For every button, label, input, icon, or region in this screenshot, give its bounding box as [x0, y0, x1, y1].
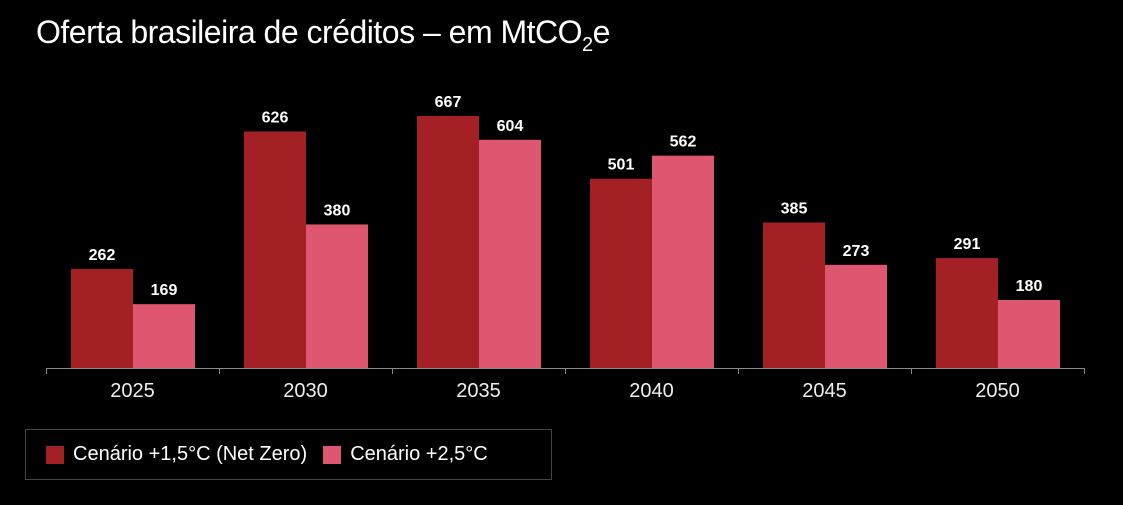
data-label: 380 [324, 202, 351, 219]
bar [71, 269, 133, 368]
bar [417, 116, 479, 368]
x-tick-label: 2025 [110, 380, 155, 402]
title-text: Oferta brasileira de créditos – em MtCO [36, 14, 583, 50]
data-label: 291 [954, 236, 981, 253]
legend-label: Cenário +1,5°C (Net Zero) [73, 443, 308, 465]
data-label: 562 [670, 134, 697, 151]
bar [652, 155, 714, 368]
bar [936, 258, 998, 368]
bar [133, 304, 195, 368]
x-tick-label: 2035 [456, 380, 501, 402]
data-label: 501 [608, 157, 635, 174]
data-label: 604 [497, 118, 524, 135]
data-label: 169 [151, 282, 178, 299]
x-tick-label: 2045 [802, 380, 847, 402]
legend-item-net-zero: Cenário +1,5°C (Net Zero) [46, 443, 307, 466]
x-tick-label: 2030 [283, 380, 328, 402]
legend-item-2-5c: Cenário +2,5°C [323, 443, 488, 466]
bar [825, 264, 887, 368]
data-label: 667 [435, 94, 462, 111]
x-tick-label: 2050 [975, 380, 1020, 402]
bar [479, 139, 541, 368]
bar [306, 224, 368, 368]
legend-swatch [46, 445, 64, 464]
chart-title: Oferta brasileira de créditos – em MtCO2… [36, 14, 610, 57]
bar [590, 178, 652, 368]
legend: Cenário +1,5°C (Net Zero) Cenário +2,5°C [25, 429, 552, 480]
data-label: 385 [781, 201, 808, 218]
title-suffix: e [592, 14, 611, 50]
bar [763, 222, 825, 368]
x-tick-label: 2040 [629, 380, 674, 402]
legend-swatch [323, 445, 342, 464]
data-label: 180 [1016, 278, 1043, 295]
legend-label: Cenário +2,5°C [350, 443, 488, 465]
data-label: 273 [843, 243, 870, 260]
data-label: 626 [262, 109, 289, 126]
bar [244, 131, 306, 368]
data-label: 262 [89, 247, 116, 264]
bar [998, 299, 1060, 368]
title-subscript: 2 [582, 34, 593, 56]
